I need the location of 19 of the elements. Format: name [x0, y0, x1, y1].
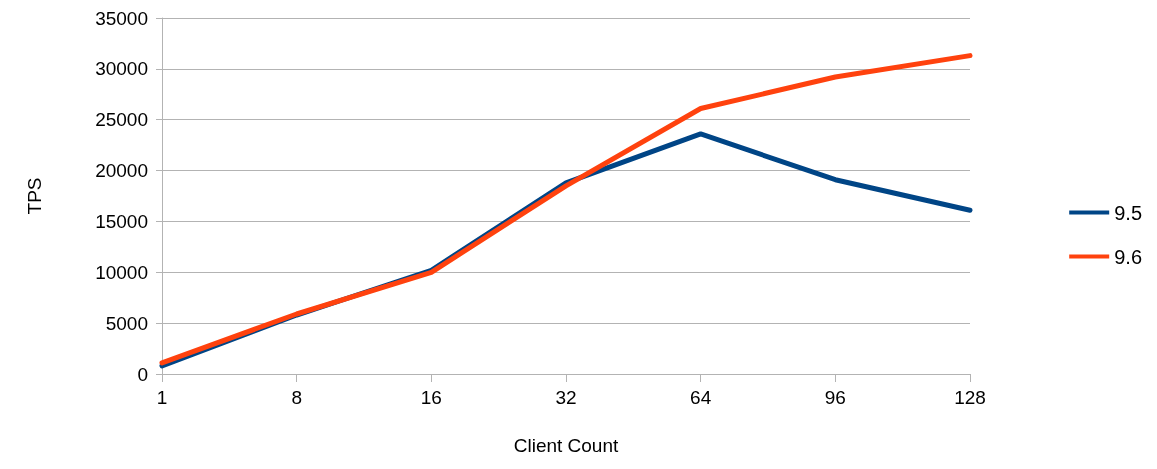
x-tick-label: 64 [690, 387, 712, 408]
y-tick-label: 30000 [95, 58, 148, 80]
x-tick-label: 128 [954, 387, 986, 408]
x-tick-label: 96 [824, 387, 846, 408]
legend-label: 9.6 [1114, 245, 1143, 268]
y-tick-label: 25000 [95, 109, 148, 131]
y-tick-label: 15000 [95, 210, 148, 232]
y-axis-title: TPS [24, 177, 45, 215]
y-tick-label: 10000 [95, 261, 148, 283]
x-tick-label: 1 [156, 387, 168, 408]
y-tick-label: 5000 [105, 312, 148, 334]
y-tick-label: 0 [137, 363, 148, 385]
x-axis-title: Client Count [513, 435, 619, 456]
x-tick-label: 32 [555, 387, 577, 408]
y-tick-label: 20000 [95, 160, 148, 182]
x-tick-label: 8 [291, 387, 302, 408]
y-tick-label: 35000 [95, 7, 148, 29]
x-tick-label: 16 [420, 387, 442, 408]
legend-label: 9.5 [1114, 201, 1143, 224]
